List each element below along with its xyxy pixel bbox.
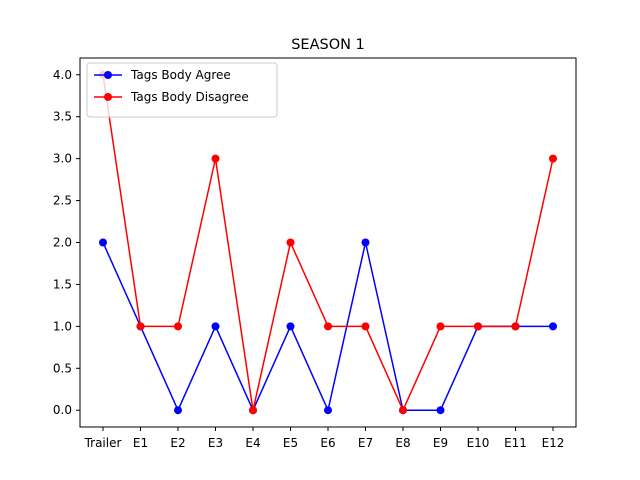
y-tick-label: 2.0 — [53, 236, 72, 250]
x-tick-label: E11 — [504, 436, 527, 450]
data-point-tags-body-disagree — [324, 322, 332, 331]
data-point-tags-body-disagree — [474, 322, 482, 331]
data-point-tags-body-disagree — [436, 322, 445, 331]
legend: Tags Body Agree Tags Body Disagree — [86, 62, 278, 118]
x-tick-label: E12 — [542, 436, 565, 450]
x-tick-label: E9 — [433, 436, 448, 450]
legend-marker — [104, 93, 112, 101]
y-tick-label: 3.0 — [53, 152, 72, 166]
x-tick-label: E1 — [133, 436, 148, 450]
data-point-tags-body-agree — [436, 406, 445, 415]
x-axis: Trailer E1 E2 E3 E4 E5 E6 E7 E8 E9 E10 E11 E12 — [84, 427, 565, 450]
legend-marker — [104, 71, 112, 79]
y-tick-label: 1.5 — [53, 277, 72, 291]
x-tick-label: E8 — [395, 436, 410, 450]
data-point-tags-body-disagree — [361, 322, 370, 331]
x-tick-label: E10 — [467, 436, 490, 450]
y-tick-label: 0.5 — [53, 361, 72, 375]
chart-title: SEASON 1 — [291, 37, 365, 53]
legend-box — [86, 62, 278, 118]
data-point-tags-body-disagree — [399, 406, 407, 415]
plot-frame — [79, 57, 577, 428]
y-tick-label: 0.0 — [53, 403, 72, 417]
data-point-tags-body-agree — [174, 406, 182, 415]
data-point-tags-body-disagree — [286, 238, 295, 247]
x-tick-label: E5 — [283, 436, 298, 450]
y-tick-label: 2.5 — [53, 194, 72, 208]
data-point-tags-body-disagree — [174, 322, 182, 331]
data-point-tags-body-agree — [99, 238, 107, 247]
x-tick-label: E2 — [170, 436, 185, 450]
y-axis: 0.0 0.5 1.0 1.5 2.0 2.5 3.0 3.5 4.0 — [53, 68, 80, 417]
y-tick-label: 4.0 — [53, 68, 72, 82]
data-point-tags-body-disagree — [549, 154, 557, 163]
data-point-tags-body-disagree — [249, 406, 257, 415]
x-tick-label: Trailer — [84, 436, 122, 450]
legend-label: Tags Body Agree — [130, 68, 231, 82]
y-tick-label: 1.0 — [53, 319, 72, 333]
x-tick-label: E6 — [320, 436, 335, 450]
y-tick-label: 3.5 — [53, 110, 72, 124]
data-point-tags-body-agree — [286, 322, 295, 331]
data-point-tags-body-disagree — [511, 322, 520, 331]
series-layer — [99, 70, 557, 415]
data-point-tags-body-agree — [211, 322, 220, 331]
data-point-tags-body-disagree — [136, 322, 145, 331]
x-tick-label: E7 — [358, 436, 373, 450]
data-point-tags-body-agree — [324, 406, 332, 415]
data-point-tags-body-disagree — [211, 154, 220, 163]
x-tick-label: E4 — [245, 436, 260, 450]
x-tick-label: E3 — [208, 436, 223, 450]
data-point-tags-body-agree — [549, 322, 557, 331]
legend-label: Tags Body Disagree — [130, 90, 249, 104]
data-point-tags-body-agree — [361, 238, 370, 247]
